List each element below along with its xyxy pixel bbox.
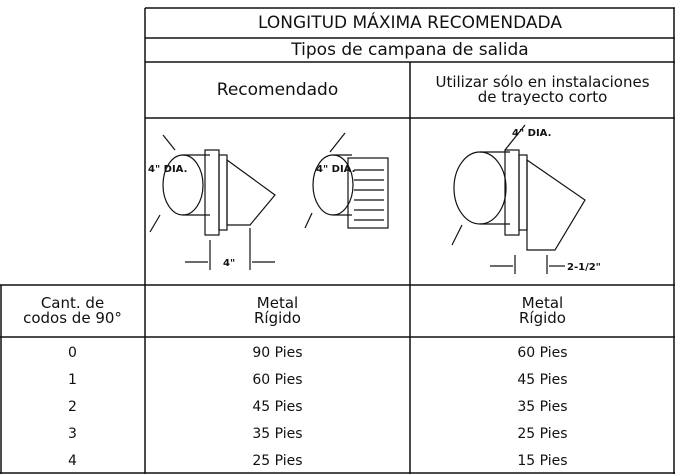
table-cell: 60 Pies [252,372,303,388]
table-cell: 25 Pies [517,426,568,442]
table-cell: 1 [68,372,77,388]
table-cell: 0 [68,345,77,361]
table-header: Cant. de codos de 90° [23,294,122,327]
dimension-label: 4" DIA. [512,128,551,139]
dimension-label: 4" DIA. [316,164,355,175]
table-cell: 3 [68,426,77,442]
table-cell: 90 Pies [252,345,303,361]
dimension-label: 4" [223,258,235,269]
table-cell: 25 Pies [252,453,303,469]
table-cell: 4 [68,453,77,469]
table-cell: 35 Pies [252,426,303,442]
title: LONGITUD MÁXIMA RECOMENDADA [258,12,562,33]
table-cell: 60 Pies [517,345,568,361]
table-cell: 35 Pies [517,399,568,415]
louver-illustration [304,132,389,229]
table-cell: 2 [68,399,77,415]
hood-illustration [149,134,276,270]
table-cell: 45 Pies [252,399,303,415]
subtitle: Tipos de campana de salida [291,39,529,60]
table-cell: 15 Pies [517,453,568,469]
dimension-label: 4" DIA. [148,164,187,175]
column-header: Utilizar sólo en instalaciones de trayec… [435,73,650,106]
table-header: Metal Rígido [519,294,566,327]
column-header: Recomendado [216,79,339,100]
dimension-label: 2-1/2" [567,262,601,273]
table-cell: 45 Pies [517,372,568,388]
hood-illustration [451,124,586,274]
table-header: Metal Rígido [254,294,301,327]
